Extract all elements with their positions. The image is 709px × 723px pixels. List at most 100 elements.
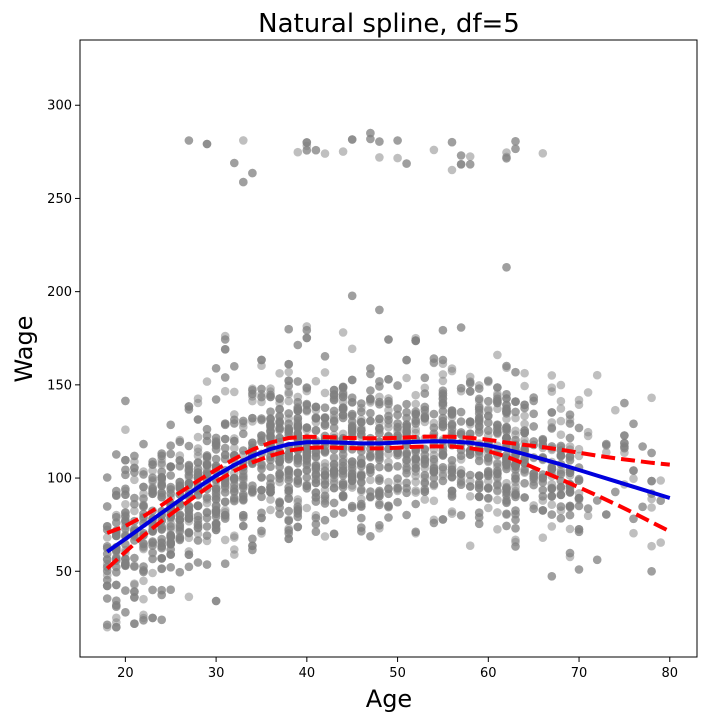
data-point bbox=[166, 420, 175, 430]
data-point bbox=[438, 420, 448, 429]
data-point bbox=[602, 510, 611, 519]
data-point bbox=[411, 464, 421, 473]
data-point bbox=[157, 473, 166, 483]
data-point bbox=[320, 515, 330, 525]
data-point bbox=[239, 481, 248, 491]
data-point bbox=[493, 495, 502, 505]
data-point bbox=[257, 414, 266, 423]
data-point bbox=[547, 408, 557, 417]
data-point bbox=[447, 406, 457, 416]
data-point bbox=[320, 149, 330, 158]
data-point bbox=[202, 460, 212, 470]
data-point bbox=[230, 362, 239, 371]
data-point bbox=[211, 484, 221, 494]
data-point bbox=[248, 385, 257, 395]
data-point bbox=[484, 453, 493, 463]
data-point bbox=[230, 484, 239, 493]
data-point bbox=[157, 481, 166, 491]
data-point bbox=[220, 373, 230, 382]
data-point bbox=[357, 417, 366, 427]
data-point bbox=[402, 373, 411, 383]
data-point bbox=[556, 482, 566, 492]
data-point bbox=[239, 492, 248, 501]
data-point bbox=[493, 458, 502, 468]
data-point bbox=[529, 422, 538, 431]
data-point bbox=[375, 500, 384, 510]
data-point bbox=[211, 395, 221, 404]
data-point bbox=[438, 355, 448, 365]
data-point bbox=[538, 492, 548, 501]
data-point bbox=[166, 550, 175, 559]
data-point bbox=[121, 608, 130, 617]
data-point bbox=[266, 505, 275, 515]
data-point bbox=[411, 336, 421, 345]
data-point bbox=[320, 352, 330, 361]
data-point bbox=[565, 468, 575, 478]
data-point bbox=[484, 376, 493, 386]
data-point bbox=[465, 492, 475, 501]
data-point bbox=[647, 503, 656, 512]
data-point bbox=[357, 399, 366, 408]
data-point bbox=[529, 409, 538, 419]
data-point bbox=[139, 616, 148, 625]
data-point bbox=[166, 441, 175, 451]
data-point bbox=[366, 386, 375, 395]
data-point bbox=[474, 492, 484, 501]
data-point bbox=[320, 403, 330, 413]
y-tick-label: 50 bbox=[55, 565, 72, 580]
data-point bbox=[230, 531, 239, 540]
data-point bbox=[211, 441, 221, 450]
data-point bbox=[211, 364, 221, 373]
y-tick-label: 150 bbox=[47, 378, 72, 393]
data-point bbox=[338, 457, 348, 467]
chart-title: Natural spline, df=5 bbox=[258, 9, 520, 39]
data-point bbox=[456, 323, 466, 332]
data-point bbox=[302, 383, 312, 392]
data-point bbox=[366, 532, 375, 541]
data-point bbox=[275, 369, 284, 378]
data-point bbox=[257, 392, 266, 402]
data-point bbox=[647, 567, 656, 576]
data-point bbox=[193, 558, 203, 567]
data-point bbox=[347, 463, 357, 473]
data-point bbox=[565, 419, 575, 428]
data-point bbox=[148, 613, 157, 623]
data-point bbox=[574, 494, 584, 503]
data-point bbox=[347, 398, 357, 407]
data-point bbox=[329, 406, 339, 416]
data-point bbox=[121, 425, 130, 435]
data-point bbox=[338, 147, 348, 156]
data-point bbox=[220, 450, 230, 460]
data-point bbox=[357, 459, 366, 468]
data-point bbox=[338, 471, 348, 480]
data-point bbox=[275, 404, 284, 414]
data-point bbox=[565, 410, 575, 420]
data-point bbox=[375, 153, 384, 162]
data-point bbox=[656, 538, 665, 547]
data-point bbox=[402, 478, 411, 488]
data-point bbox=[293, 522, 303, 532]
data-point bbox=[130, 493, 139, 503]
data-point bbox=[284, 494, 294, 504]
data-point bbox=[656, 496, 665, 506]
x-tick-label: 20 bbox=[117, 666, 134, 681]
data-point bbox=[275, 498, 284, 508]
data-point bbox=[239, 429, 248, 439]
data-point bbox=[302, 473, 312, 482]
data-point bbox=[230, 436, 239, 446]
data-point bbox=[121, 484, 130, 494]
data-point bbox=[193, 451, 203, 461]
data-point bbox=[465, 379, 475, 388]
data-point bbox=[193, 415, 203, 424]
data-point bbox=[130, 499, 139, 509]
data-point bbox=[257, 464, 266, 474]
data-point bbox=[565, 548, 575, 558]
data-point bbox=[284, 409, 294, 418]
data-point bbox=[175, 567, 185, 577]
data-point bbox=[175, 535, 185, 545]
data-point bbox=[393, 136, 402, 145]
data-point bbox=[112, 580, 121, 590]
data-point bbox=[166, 471, 175, 480]
data-point bbox=[357, 499, 366, 509]
data-point bbox=[493, 469, 502, 479]
